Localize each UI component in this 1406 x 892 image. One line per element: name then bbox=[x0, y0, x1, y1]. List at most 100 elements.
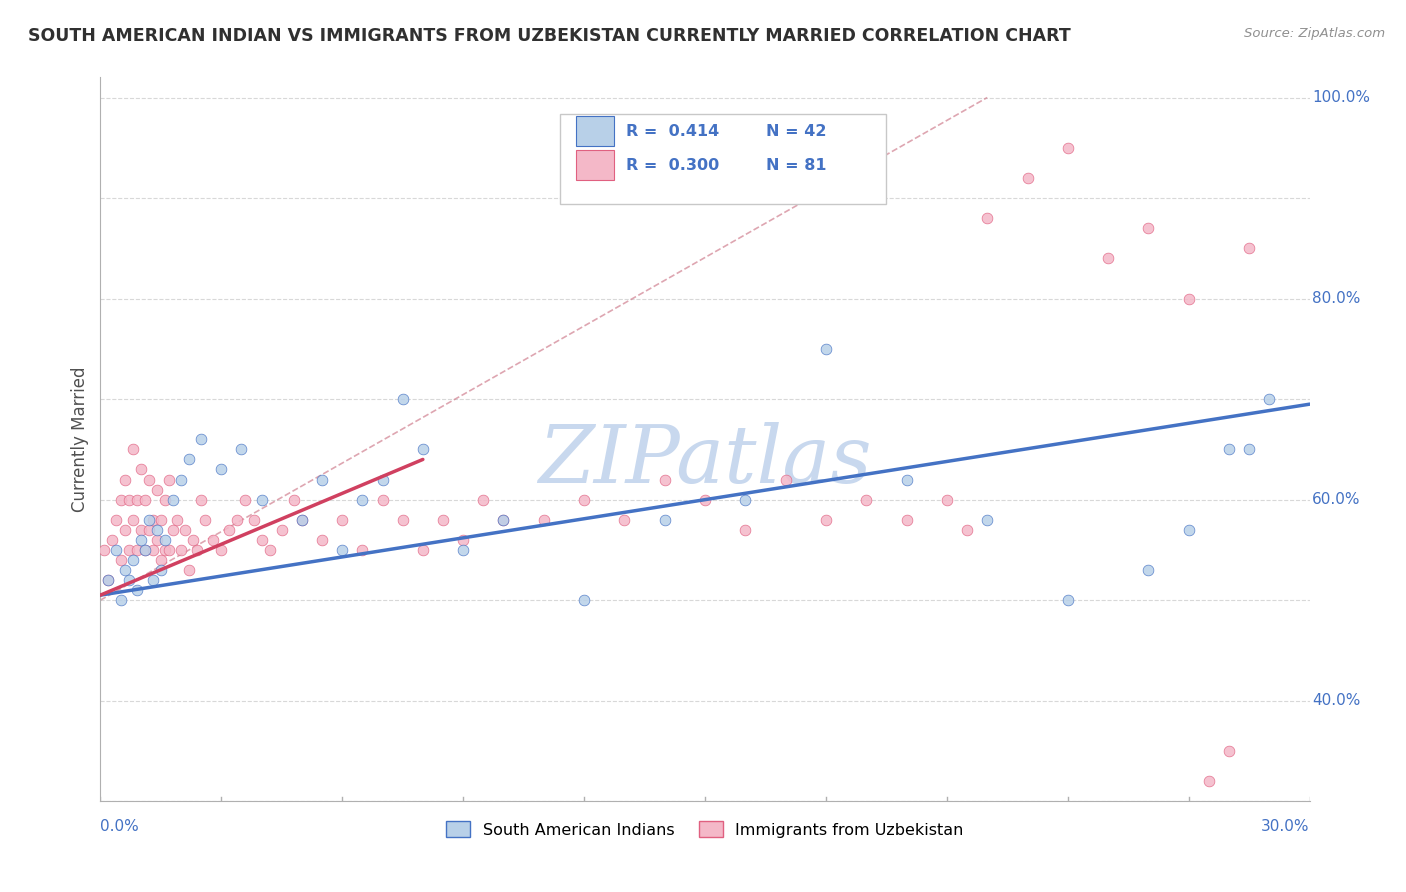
Point bbox=[1198, 774, 1220, 789]
Point bbox=[134, 542, 156, 557]
Point bbox=[166, 513, 188, 527]
Point bbox=[110, 553, 132, 567]
Point bbox=[1137, 563, 1160, 577]
Point bbox=[162, 492, 184, 507]
FancyBboxPatch shape bbox=[575, 116, 614, 146]
Point bbox=[1178, 292, 1201, 306]
Point bbox=[352, 542, 374, 557]
Point bbox=[114, 563, 136, 577]
Point bbox=[157, 542, 180, 557]
Point bbox=[117, 573, 139, 587]
Point bbox=[121, 442, 143, 457]
Point bbox=[896, 473, 918, 487]
Point bbox=[693, 492, 716, 507]
Point bbox=[157, 473, 180, 487]
Point bbox=[202, 533, 225, 547]
Text: ZIPatlas: ZIPatlas bbox=[538, 422, 872, 500]
Point bbox=[572, 492, 595, 507]
Point bbox=[1178, 523, 1201, 537]
Point bbox=[1218, 744, 1240, 758]
Point bbox=[105, 513, 128, 527]
Point bbox=[149, 563, 172, 577]
Text: 80.0%: 80.0% bbox=[1312, 291, 1361, 306]
Point bbox=[162, 523, 184, 537]
Point bbox=[311, 533, 333, 547]
Point bbox=[174, 523, 197, 537]
Point bbox=[259, 542, 281, 557]
Point bbox=[231, 442, 253, 457]
Text: N = 42: N = 42 bbox=[765, 123, 825, 138]
Point bbox=[177, 452, 200, 467]
Point bbox=[533, 513, 555, 527]
Point bbox=[186, 542, 208, 557]
Point bbox=[1017, 171, 1039, 186]
Point bbox=[572, 593, 595, 607]
Point bbox=[352, 492, 374, 507]
Point bbox=[129, 533, 152, 547]
Point bbox=[97, 573, 120, 587]
Point bbox=[654, 513, 676, 527]
Point bbox=[110, 593, 132, 607]
Point bbox=[177, 563, 200, 577]
Point bbox=[149, 513, 172, 527]
Point bbox=[412, 442, 434, 457]
Point bbox=[1137, 221, 1160, 235]
Point bbox=[1056, 593, 1078, 607]
Point bbox=[149, 553, 172, 567]
Point bbox=[142, 542, 165, 557]
Point bbox=[146, 483, 169, 497]
Point bbox=[242, 513, 264, 527]
Point bbox=[125, 492, 148, 507]
Point bbox=[391, 392, 413, 406]
Text: 30.0%: 30.0% bbox=[1261, 820, 1310, 834]
Text: 60.0%: 60.0% bbox=[1312, 492, 1361, 508]
Point bbox=[125, 542, 148, 557]
Point bbox=[976, 211, 998, 226]
Point bbox=[976, 513, 998, 527]
Point bbox=[1056, 141, 1078, 155]
Point bbox=[613, 513, 636, 527]
Point bbox=[138, 473, 160, 487]
Text: R =  0.414: R = 0.414 bbox=[627, 123, 720, 138]
Point bbox=[935, 492, 957, 507]
Point bbox=[146, 523, 169, 537]
Point bbox=[250, 492, 273, 507]
Text: 0.0%: 0.0% bbox=[100, 820, 139, 834]
Point bbox=[956, 523, 979, 537]
Point bbox=[93, 542, 115, 557]
Point bbox=[1097, 252, 1119, 266]
Point bbox=[412, 542, 434, 557]
Point bbox=[121, 553, 143, 567]
Point bbox=[209, 462, 232, 476]
Point bbox=[146, 533, 169, 547]
Y-axis label: Currently Married: Currently Married bbox=[72, 367, 89, 512]
Point bbox=[855, 492, 877, 507]
Point bbox=[492, 513, 515, 527]
FancyBboxPatch shape bbox=[560, 113, 886, 204]
Point bbox=[451, 542, 474, 557]
Point bbox=[209, 542, 232, 557]
Point bbox=[194, 513, 217, 527]
Point bbox=[492, 513, 515, 527]
Point bbox=[775, 473, 797, 487]
Point bbox=[371, 473, 394, 487]
Point bbox=[153, 533, 176, 547]
Point bbox=[110, 492, 132, 507]
Text: SOUTH AMERICAN INDIAN VS IMMIGRANTS FROM UZBEKISTAN CURRENTLY MARRIED CORRELATIO: SOUTH AMERICAN INDIAN VS IMMIGRANTS FROM… bbox=[28, 27, 1071, 45]
Point bbox=[138, 513, 160, 527]
Point bbox=[153, 492, 176, 507]
Point bbox=[1258, 392, 1281, 406]
Point bbox=[138, 523, 160, 537]
Point bbox=[814, 513, 837, 527]
Legend: South American Indians, Immigrants from Uzbekistan: South American Indians, Immigrants from … bbox=[440, 815, 970, 844]
Point bbox=[153, 542, 176, 557]
Text: 100.0%: 100.0% bbox=[1312, 90, 1371, 105]
Point bbox=[654, 473, 676, 487]
Point bbox=[371, 492, 394, 507]
Point bbox=[291, 513, 314, 527]
Point bbox=[97, 573, 120, 587]
Point bbox=[472, 492, 495, 507]
Point bbox=[330, 542, 353, 557]
Point bbox=[330, 513, 353, 527]
Point bbox=[134, 492, 156, 507]
